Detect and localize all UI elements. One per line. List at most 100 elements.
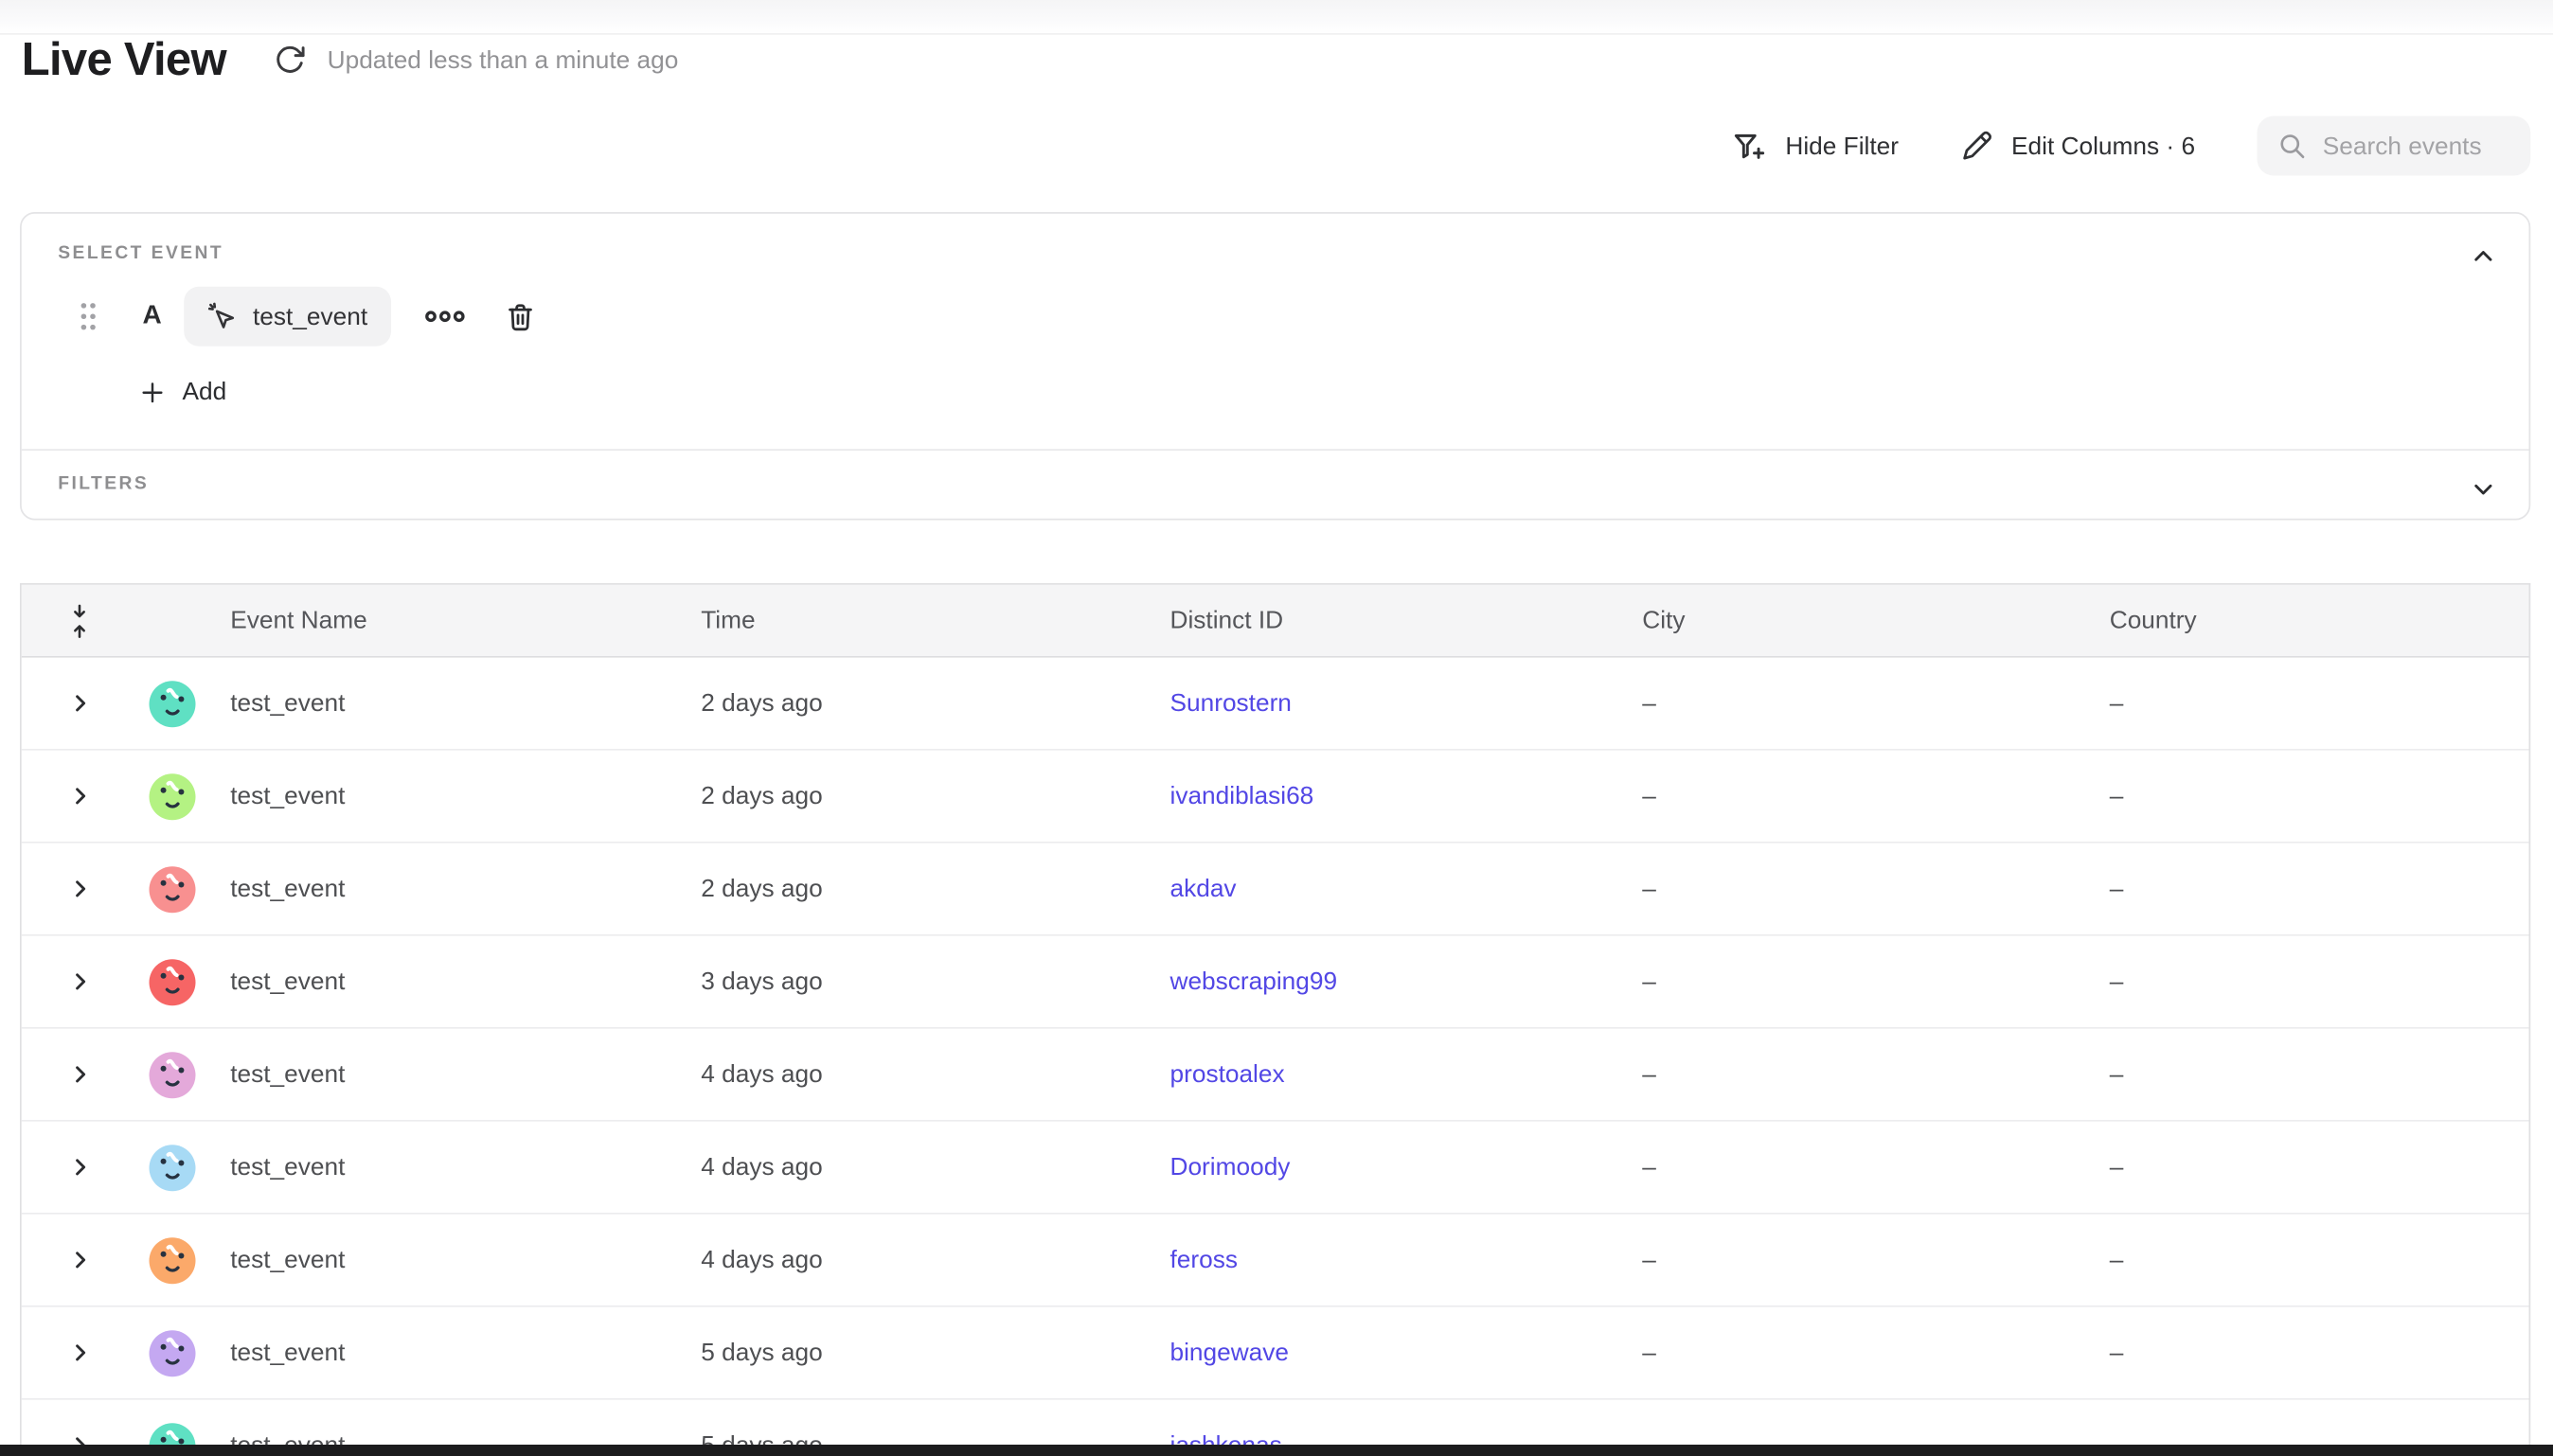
distinct-id-link[interactable]: feross bbox=[1169, 1246, 1239, 1274]
series-letter: A bbox=[142, 301, 162, 330]
row-expand-button[interactable] bbox=[69, 1157, 91, 1179]
table-row[interactable]: test_event 2 days ago akdav – – bbox=[21, 843, 2528, 936]
city-cell: – bbox=[1642, 782, 1656, 810]
funnel-plus-icon bbox=[1732, 129, 1767, 164]
city-cell: – bbox=[1642, 1246, 1656, 1274]
event-more-options-button[interactable] bbox=[424, 307, 466, 327]
updated-status: Updated less than a minute ago bbox=[327, 45, 679, 74]
table-row[interactable]: test_event 2 days ago ivandiblasi68 – – bbox=[21, 750, 2528, 843]
chevron-right-icon bbox=[69, 971, 91, 993]
collapse-all-rows-button[interactable] bbox=[66, 602, 93, 639]
time-cell: 2 days ago bbox=[701, 782, 823, 810]
event-name-cell: test_event bbox=[230, 1246, 346, 1274]
event-name-cell: test_event bbox=[230, 782, 346, 810]
chevron-right-icon bbox=[69, 1342, 91, 1364]
time-cell: 2 days ago bbox=[701, 689, 823, 718]
country-cell: – bbox=[2109, 1060, 2124, 1089]
event-name-cell: test_event bbox=[230, 875, 346, 903]
chevron-right-icon bbox=[69, 693, 91, 715]
row-expand-button[interactable] bbox=[69, 786, 91, 808]
column-header-event-name: Event Name bbox=[230, 606, 367, 635]
table-row[interactable]: test_event 2 days ago Sunrostern – – bbox=[21, 657, 2528, 751]
row-expand-button[interactable] bbox=[69, 971, 91, 993]
city-cell: – bbox=[1642, 689, 1656, 718]
avatar bbox=[149, 1144, 196, 1191]
city-cell: – bbox=[1642, 968, 1656, 996]
plus-icon bbox=[139, 379, 166, 405]
edit-columns-label: Edit Columns · 6 bbox=[2011, 132, 2196, 160]
event-name-cell: test_event bbox=[230, 968, 346, 996]
table-row[interactable]: test_event 4 days ago prostoalex – – bbox=[21, 1028, 2528, 1122]
hide-filter-button[interactable]: Hide Filter bbox=[1732, 129, 1899, 164]
toolbar: Hide Filter Edit Columns · 6 bbox=[1732, 115, 2530, 176]
search-icon bbox=[2276, 131, 2307, 161]
distinct-id-link[interactable]: akdav bbox=[1169, 875, 1237, 903]
avatar bbox=[149, 1051, 196, 1098]
event-delete-button[interactable] bbox=[504, 299, 537, 334]
table-row[interactable]: test_event 4 days ago Dorimoody – – bbox=[21, 1121, 2528, 1215]
chevron-right-icon bbox=[69, 786, 91, 808]
distinct-id-link[interactable]: prostoalex bbox=[1169, 1060, 1285, 1089]
avatar bbox=[149, 1236, 196, 1284]
table-row[interactable]: test_event 3 days ago webscraping99 – – bbox=[21, 935, 2528, 1029]
row-expand-button[interactable] bbox=[69, 879, 91, 900]
filters-expand-button[interactable] bbox=[2469, 474, 2499, 505]
time-cell: 4 days ago bbox=[701, 1153, 823, 1181]
distinct-id-link[interactable]: webscraping99 bbox=[1169, 968, 1338, 996]
distinct-id-link[interactable]: bingewave bbox=[1169, 1339, 1290, 1367]
page-title: Live View bbox=[21, 33, 227, 85]
country-cell: – bbox=[2109, 875, 2124, 903]
row-expand-button[interactable] bbox=[69, 1342, 91, 1364]
table-row[interactable]: test_event 5 days ago bingewave – – bbox=[21, 1306, 2528, 1400]
country-cell: – bbox=[2109, 689, 2124, 718]
edit-columns-button[interactable]: Edit Columns · 6 bbox=[1960, 130, 2195, 163]
chevron-up-icon bbox=[2471, 242, 2495, 267]
select-event-label: SELECT EVENT bbox=[58, 243, 224, 264]
chevron-right-icon bbox=[69, 1157, 91, 1179]
search-input[interactable] bbox=[2322, 132, 2514, 160]
refresh-button[interactable] bbox=[271, 42, 308, 79]
collapse-rows-icon bbox=[66, 602, 93, 639]
three-dots-icon bbox=[424, 307, 466, 327]
column-header-time: Time bbox=[701, 606, 756, 635]
filters-label: FILTERS bbox=[58, 473, 150, 494]
event-name-cell: test_event bbox=[230, 1153, 346, 1181]
column-header-city: City bbox=[1642, 606, 1686, 635]
row-expand-button[interactable] bbox=[69, 1250, 91, 1271]
avatar bbox=[149, 680, 196, 727]
column-header-country: Country bbox=[2109, 606, 2197, 635]
distinct-id-link[interactable]: Dorimoody bbox=[1169, 1153, 1291, 1181]
event-row-a: A test_event bbox=[77, 286, 537, 346]
hide-filter-label: Hide Filter bbox=[1785, 132, 1900, 160]
distinct-id-link[interactable]: Sunrostern bbox=[1169, 689, 1292, 718]
table-body: test_event 2 days ago Sunrostern – – bbox=[21, 657, 2528, 1456]
top-scroll-shadow bbox=[0, 0, 2553, 35]
distinct-id-link[interactable]: ivandiblasi68 bbox=[1169, 782, 1314, 810]
row-expand-button[interactable] bbox=[69, 693, 91, 715]
time-cell: 2 days ago bbox=[701, 875, 823, 903]
chevron-down-icon bbox=[2471, 476, 2495, 501]
avatar bbox=[149, 772, 196, 820]
country-cell: – bbox=[2109, 782, 2124, 810]
event-select-chip[interactable]: test_event bbox=[183, 286, 391, 346]
select-event-collapse-button[interactable] bbox=[2469, 240, 2499, 271]
country-cell: – bbox=[2109, 1246, 2124, 1274]
city-cell: – bbox=[1642, 875, 1656, 903]
add-event-button[interactable]: Add bbox=[139, 378, 226, 406]
time-cell: 4 days ago bbox=[701, 1060, 823, 1089]
avatar bbox=[149, 865, 196, 913]
avatar bbox=[149, 958, 196, 1005]
search-box[interactable] bbox=[2256, 115, 2530, 176]
events-table: Event Name Time Distinct ID City Country bbox=[20, 583, 2530, 1456]
bottom-edge-bar bbox=[0, 1444, 2553, 1456]
drag-handle-icon[interactable] bbox=[77, 300, 100, 333]
row-expand-button[interactable] bbox=[69, 1064, 91, 1086]
country-cell: – bbox=[2109, 968, 2124, 996]
event-chip-label: test_event bbox=[252, 302, 368, 331]
time-cell: 4 days ago bbox=[701, 1246, 823, 1274]
chevron-right-icon bbox=[69, 1250, 91, 1271]
city-cell: – bbox=[1642, 1339, 1656, 1367]
table-row[interactable]: test_event 4 days ago feross – – bbox=[21, 1214, 2528, 1307]
event-name-cell: test_event bbox=[230, 1339, 346, 1367]
